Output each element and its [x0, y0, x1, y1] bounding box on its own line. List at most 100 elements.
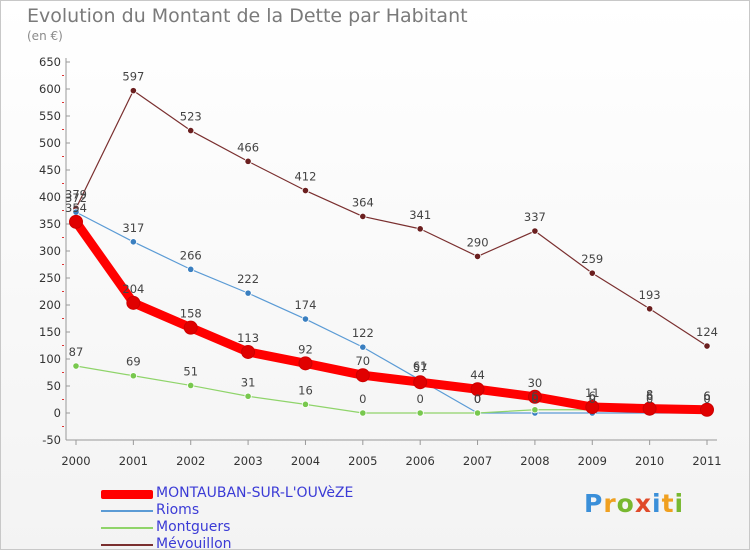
y-tick-label: 600 — [39, 82, 61, 96]
data-label: 8 — [646, 388, 653, 402]
legend-item-mevouillon: Mévouillon — [101, 536, 353, 553]
data-label: 51 — [183, 364, 198, 378]
y-tick-label: 300 — [39, 244, 61, 258]
data-point — [642, 401, 657, 416]
data-label: 193 — [639, 288, 661, 302]
data-point — [470, 382, 485, 397]
data-point — [129, 238, 137, 246]
y-tick-label: 150 — [39, 325, 61, 339]
data-point — [69, 214, 83, 229]
data-label: 61 — [413, 359, 428, 373]
x-tick-label: 2008 — [520, 454, 549, 468]
y-tick-label: 500 — [39, 136, 61, 150]
data-point — [187, 381, 195, 390]
x-tick-label: 2002 — [176, 454, 205, 468]
data-point — [416, 225, 424, 233]
x-tick-label: 2006 — [406, 454, 435, 468]
data-point — [700, 402, 714, 417]
data-point — [359, 409, 367, 417]
y-tick-label: 250 — [39, 271, 61, 285]
data-label: 364 — [352, 195, 374, 209]
data-point — [241, 344, 256, 359]
data-label: 158 — [180, 307, 202, 321]
data-point — [301, 186, 310, 195]
data-label: 259 — [581, 252, 603, 266]
data-point — [473, 409, 482, 417]
data-point — [359, 212, 367, 221]
x-tick-label: 2009 — [578, 454, 607, 468]
data-point — [355, 368, 370, 383]
data-label: 124 — [696, 325, 718, 339]
data-label: 412 — [294, 170, 316, 184]
data-point — [585, 400, 600, 415]
data-point — [298, 356, 313, 371]
data-point — [129, 372, 137, 380]
data-point — [187, 265, 195, 273]
data-label: 122 — [352, 326, 374, 340]
data-label: 0 — [589, 392, 596, 406]
legend: MONTAUBAN-SUR-L'OUVèZE Rioms Montguers M… — [101, 485, 353, 553]
data-label: 317 — [122, 221, 144, 235]
x-tick-label: 2001 — [119, 454, 148, 468]
x-tick-label: 2010 — [635, 454, 664, 468]
data-label: 337 — [524, 210, 546, 224]
legend-swatch-rioms — [101, 509, 153, 512]
data-label: 6 — [646, 389, 653, 403]
legend-swatch-mevouillon — [101, 543, 153, 546]
chart-title: Evolution du Montant de la Dette par Hab… — [27, 5, 468, 27]
x-tick-label: 2004 — [291, 454, 320, 468]
data-label: 0 — [531, 392, 538, 406]
x-tick-label: 2000 — [61, 454, 90, 468]
series-line-1 — [75, 211, 708, 414]
data-point — [183, 320, 198, 335]
legend-label: Montguers — [156, 519, 231, 535]
brand-letter: r — [603, 489, 617, 518]
data-label: 44 — [470, 368, 485, 382]
data-point — [244, 157, 252, 165]
data-point — [413, 375, 428, 390]
y-tick-label: 200 — [39, 298, 61, 312]
data-label: 0 — [474, 392, 481, 406]
x-tick-label: 2003 — [233, 454, 262, 468]
data-point — [531, 227, 539, 235]
y-tick-label: 50 — [46, 379, 61, 393]
brand-letter: i — [652, 489, 662, 518]
y-tick-label: 350 — [39, 217, 61, 231]
data-point — [703, 342, 711, 350]
data-label: 290 — [467, 235, 489, 249]
brand-letter: i — [674, 489, 685, 518]
data-point — [588, 269, 596, 277]
data-label: 0 — [417, 392, 424, 406]
data-point — [531, 406, 539, 414]
legend-label: Mévouillon — [156, 536, 232, 552]
data-label: 70 — [355, 354, 370, 368]
data-label: 113 — [237, 331, 259, 345]
data-point — [244, 289, 252, 297]
data-label: 6 — [531, 389, 538, 403]
data-label: 6 — [703, 389, 710, 403]
data-point — [416, 409, 424, 417]
legend-item-montguers: Montguers — [101, 519, 353, 536]
data-point — [473, 252, 482, 260]
y-tick-label: 450 — [39, 163, 61, 177]
data-label: 6 — [703, 389, 710, 403]
data-label: 6 — [589, 389, 596, 403]
data-point — [72, 362, 80, 370]
data-point — [359, 343, 367, 351]
data-label: 11 — [585, 386, 600, 400]
data-point — [301, 315, 310, 323]
brand-letter: t — [661, 489, 675, 518]
data-point — [129, 87, 137, 95]
data-label: 597 — [122, 70, 144, 84]
data-point — [646, 305, 654, 313]
data-label: 30 — [528, 376, 543, 390]
legend-label: MONTAUBAN-SUR-L'OUVèZE — [156, 485, 354, 501]
data-point — [187, 126, 195, 135]
chart-subtitle: (en €) — [27, 29, 63, 43]
data-label: 87 — [69, 345, 84, 359]
data-label: 372 — [65, 191, 87, 205]
data-label: 341 — [409, 208, 431, 222]
data-label: 523 — [180, 110, 202, 124]
y-tick-label: 0 — [54, 406, 61, 420]
